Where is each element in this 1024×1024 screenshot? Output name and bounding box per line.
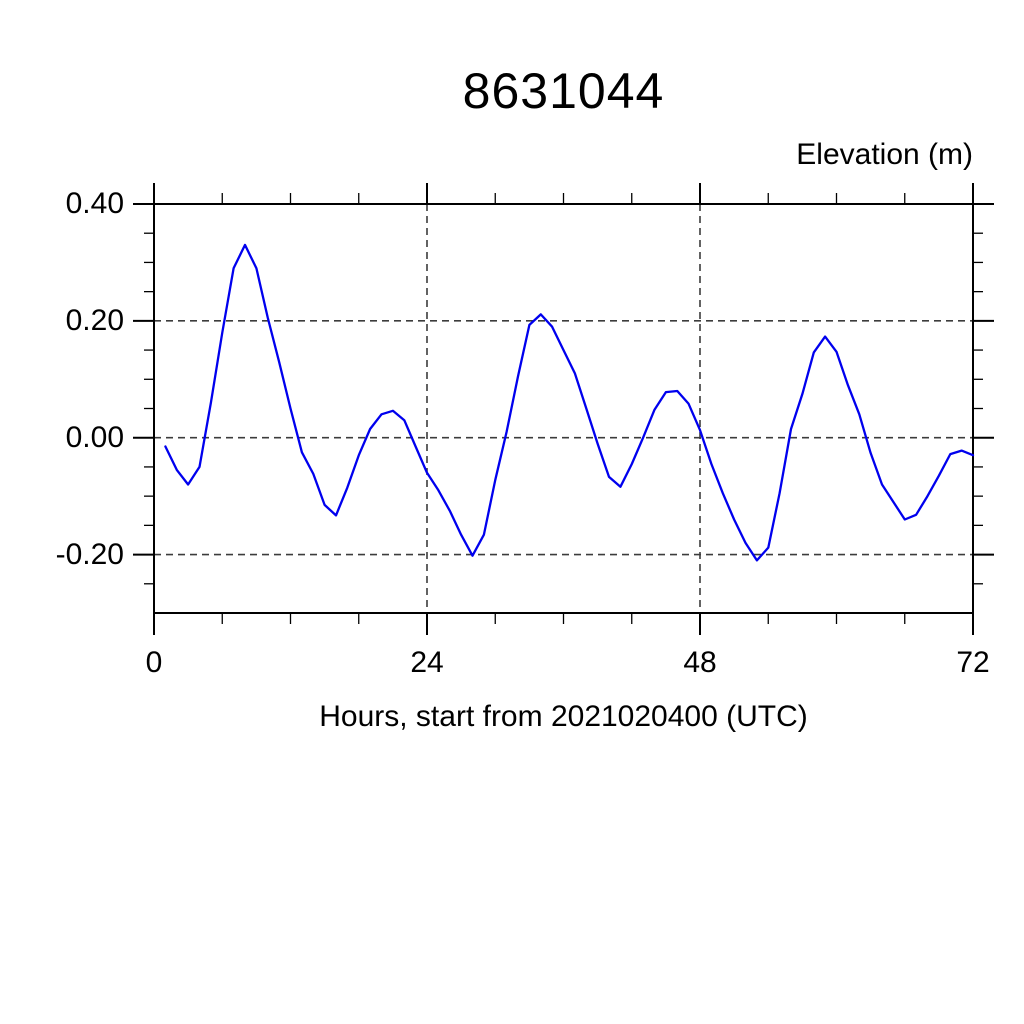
chart-title: 8631044: [462, 63, 665, 119]
series-line-elevation: [164, 243, 975, 562]
axes-frame: [153, 203, 974, 614]
x-tick-label: 24: [410, 646, 444, 679]
y-tick-label: 0.00: [65, 420, 124, 454]
x-tick-label: 0: [145, 646, 163, 679]
x-tick-label: 72: [956, 646, 990, 679]
x-tick-label: 48: [683, 646, 717, 679]
x-axis-label: Hours, start from 2021020400 (UTC): [319, 700, 808, 733]
y-tick-label: 0.20: [65, 303, 124, 337]
y-tick-label: -0.20: [55, 537, 124, 571]
y-axis-unit-label: Elevation (m): [796, 138, 973, 171]
y-tick-label: 0.40: [65, 187, 124, 220]
